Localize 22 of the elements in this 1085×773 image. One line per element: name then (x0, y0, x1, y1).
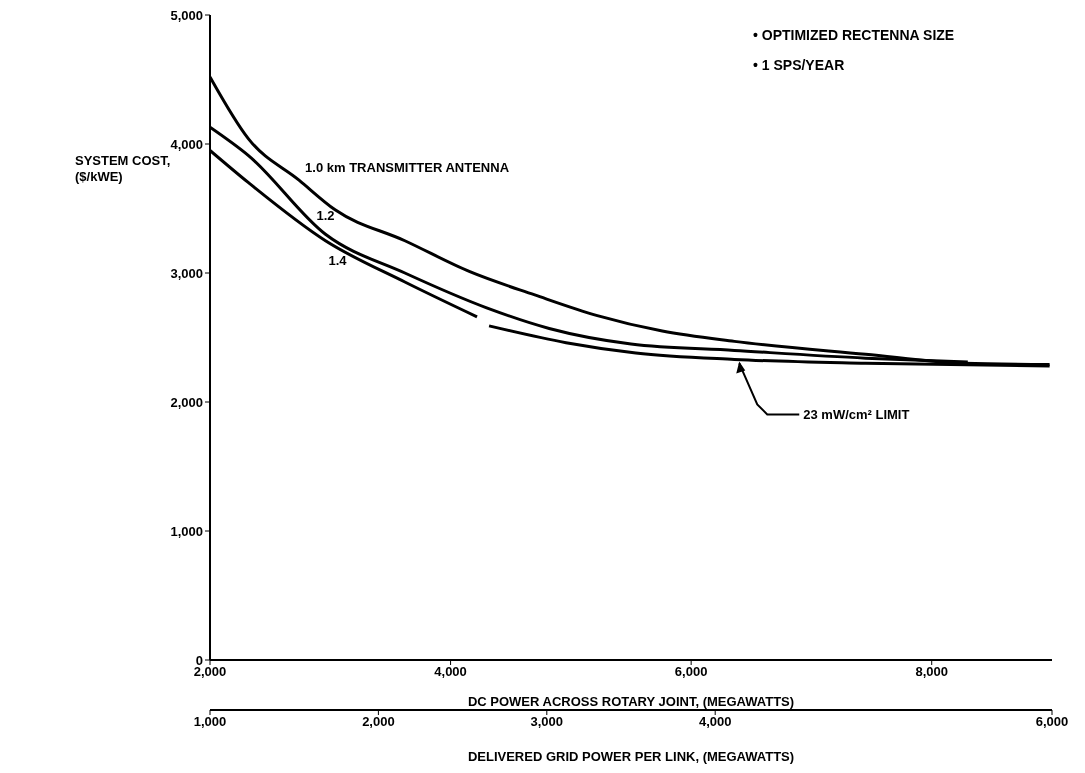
annotation: • 1 SPS/YEAR (753, 56, 846, 75)
y-tick-label: 2,000 (170, 394, 203, 410)
annotation: • OPTIMIZED RECTENNA SIZE (753, 26, 955, 45)
x2-tick-label: 2,000 (362, 714, 395, 730)
y-tick-label: 4,000 (170, 136, 203, 152)
x2-axis-title: DELIVERED GRID POWER PER LINK, (MEGAWATTS) (467, 749, 795, 764)
x-axis-title: DC POWER ACROSS ROTARY JOINT, (MEGAWATTS) (467, 694, 795, 709)
series-label: 1.2 (316, 208, 335, 224)
x2-tick-label: 6,000 (1035, 714, 1069, 730)
x-tick-label: 8,000 (915, 664, 948, 680)
annotation: 23 mW/cm² LIMIT (803, 407, 910, 423)
y-tick-label: 5,000 (170, 7, 203, 23)
y-axis-title: SYSTEM COST, ($/kWE) (75, 153, 171, 184)
x-tick-label: 6,000 (674, 664, 708, 680)
x2-tick-label: 1,000 (193, 714, 227, 730)
series-label: 1.0 km TRANSMITTER ANTENNA (305, 159, 510, 175)
x2-tick-label: 4,000 (698, 714, 732, 730)
x-tick-label: 4,000 (434, 664, 467, 680)
y-tick-label: 3,000 (170, 265, 203, 281)
x2-tick-label: 3,000 (530, 714, 564, 730)
series-label: 1.4 (328, 252, 348, 268)
y-tick-label: 1,000 (170, 523, 203, 539)
